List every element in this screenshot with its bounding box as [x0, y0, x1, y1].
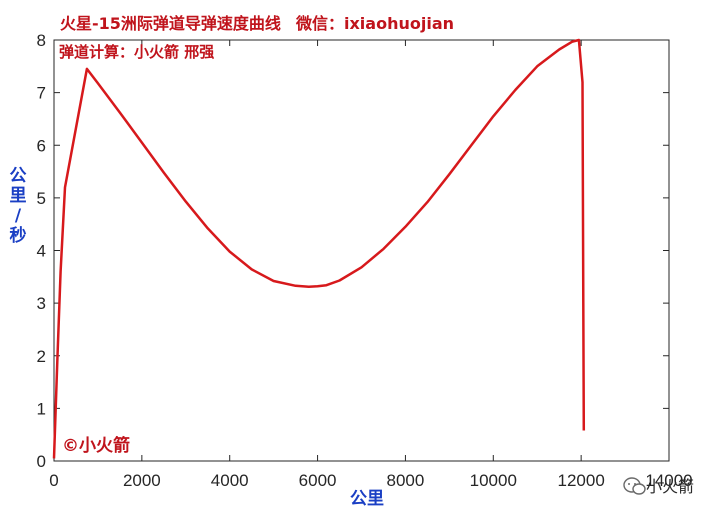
y-tick-label: 2 [37, 347, 46, 366]
copyright-note: ©小火箭 [62, 435, 130, 456]
y-tick-label: 7 [37, 84, 46, 103]
plot-area [53, 39, 670, 462]
y-tick-label: 6 [37, 136, 46, 155]
y-tick-label: 3 [37, 294, 46, 313]
y-tick-label: 5 [37, 189, 46, 208]
x-tick-labels: 0 2000 4000 6000 8000 10000 12000 14000 [49, 471, 692, 490]
x-tick-label: 2000 [123, 471, 161, 490]
x-tick-label: 14000 [645, 471, 692, 490]
y-tick-label: 1 [37, 399, 46, 418]
x-axis-title: 公里 [350, 489, 384, 509]
y-tick-label: 0 [37, 452, 46, 471]
x-tick-label: 4000 [211, 471, 249, 490]
x-tick-label: 0 [49, 471, 58, 490]
x-tick-label: 8000 [387, 471, 425, 490]
y-axis-title: 公里/秒 [10, 166, 27, 246]
x-tick-label: 10000 [470, 471, 517, 490]
watermark: 小火箭 [623, 477, 694, 496]
wechat-note: 微信：ixiaohuojian [295, 14, 454, 33]
credit-note: 弹道计算：小火箭 邢强 [59, 43, 214, 61]
wechat-icon [623, 477, 646, 495]
x-tick-label: 6000 [299, 471, 337, 490]
x-tick-label: 12000 [558, 471, 605, 490]
y-tick-labels: 0 1 2 3 4 5 6 7 8 [37, 31, 46, 471]
watermark-text: 小火箭 [646, 477, 694, 496]
y-tick-label: 8 [37, 31, 46, 50]
speed-curve-line [52, 38, 586, 459]
chart-title: 火星-15洲际弹道导弹速度曲线 [60, 14, 281, 33]
y-tick-label: 4 [37, 242, 46, 261]
